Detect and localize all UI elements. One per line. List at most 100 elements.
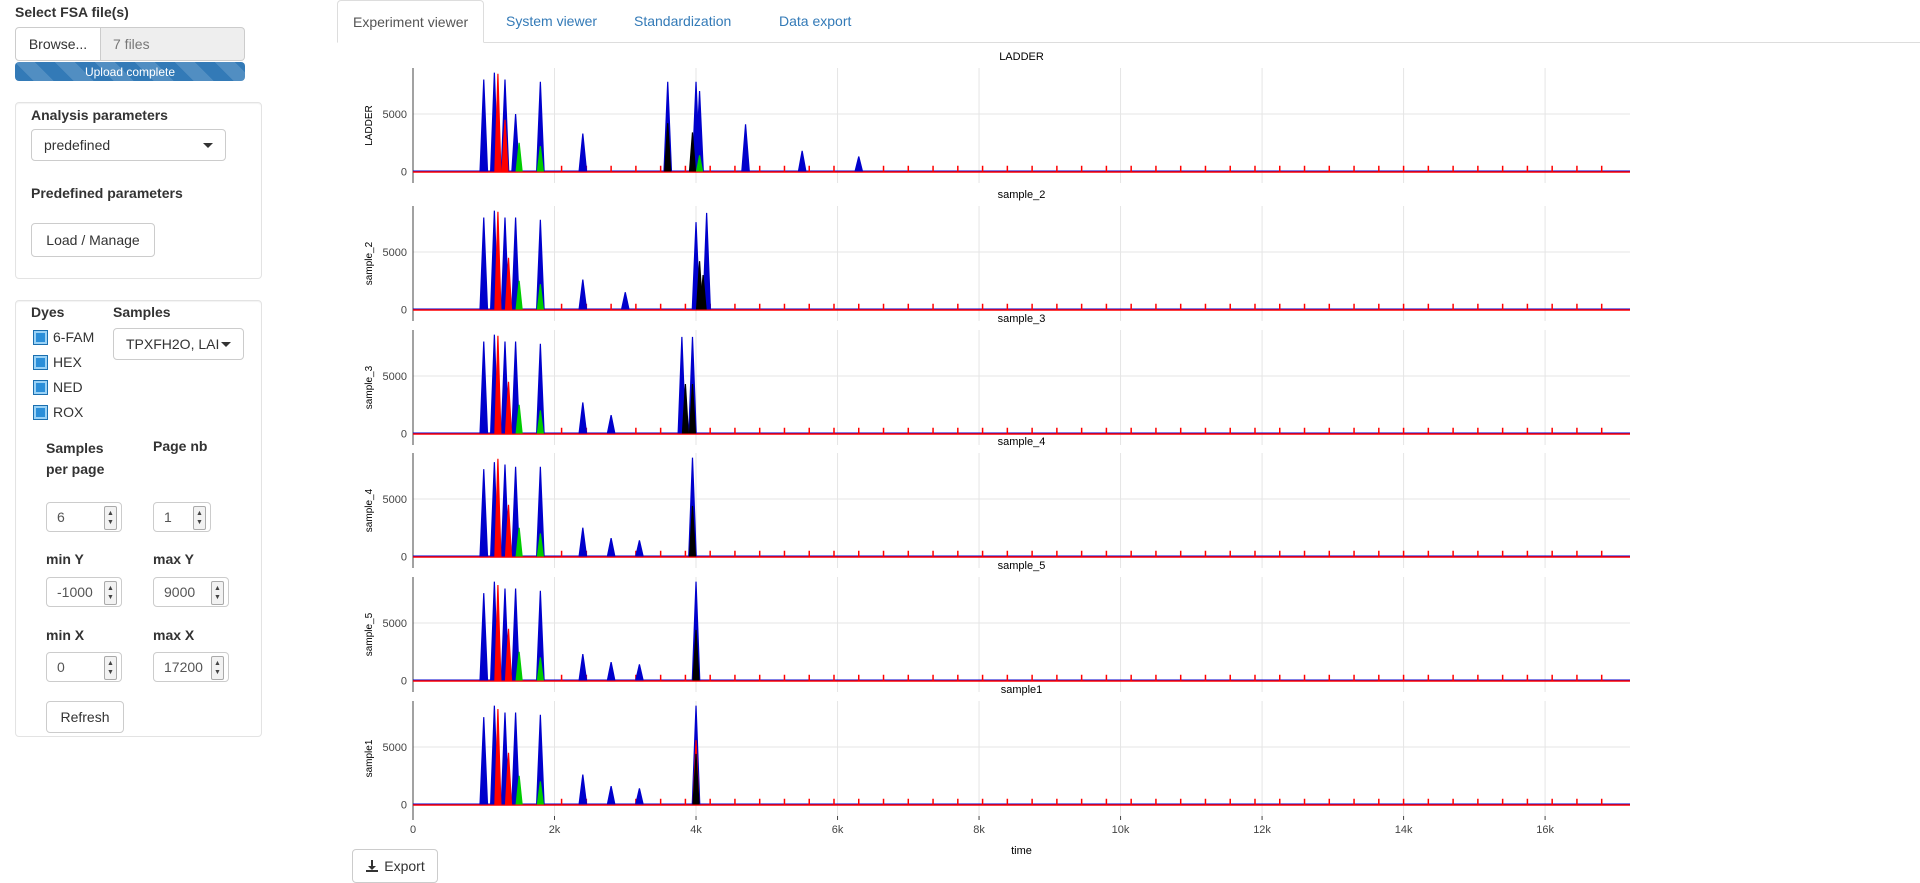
y-tick-label: 5000 (383, 247, 407, 259)
peak (692, 753, 700, 805)
dye-label: NED (53, 379, 83, 395)
peak (606, 537, 616, 557)
max-y-input[interactable]: 9000 ▲ ▼ (153, 577, 229, 607)
y-tick-label: 0 (401, 305, 407, 317)
tab-bar: Experiment viewer System viewer Standard… (337, 0, 1920, 43)
min-x-label: min X (46, 627, 85, 643)
peak (511, 588, 520, 681)
max-x-input[interactable]: 17200 ▲ ▼ (153, 652, 229, 682)
file-count-text: 7 files (101, 27, 245, 61)
x-tick-label: 16k (1536, 824, 1554, 836)
export-button[interactable]: Export (352, 849, 438, 883)
samples-per-page-input[interactable]: 6 ▲ ▼ (46, 502, 122, 532)
tab-experiment-viewer[interactable]: Experiment viewer (337, 0, 485, 43)
peak (494, 585, 502, 681)
peak (494, 458, 502, 557)
checkbox-icon (33, 354, 48, 370)
peak (479, 79, 489, 172)
dye-checkbox-hex[interactable]: HEX (33, 354, 82, 370)
panel-title: sample1 (1001, 684, 1043, 696)
spinner-icon[interactable]: ▲ ▼ (104, 581, 117, 605)
tab-data-export[interactable]: Data export (779, 13, 852, 29)
page-nb-input[interactable]: 1 ▲ ▼ (153, 502, 211, 532)
peak (695, 155, 704, 172)
peak (635, 540, 644, 557)
samples-select[interactable]: TPXFH2O, LAI (113, 328, 244, 360)
x-tick-label: 8k (973, 824, 985, 836)
spinner-icon[interactable]: ▲ ▼ (104, 506, 117, 530)
tab-system-viewer[interactable]: System viewer (506, 13, 598, 29)
peak (494, 211, 502, 310)
dye-checkbox-6fam[interactable]: 6-FAM (33, 329, 94, 345)
peak (479, 717, 489, 805)
panel-title: sample_2 (998, 189, 1046, 201)
x-tick-label: 4k (690, 824, 702, 836)
peak (695, 90, 704, 172)
x-tick-label: 14k (1395, 824, 1413, 836)
samples-per-page-label: Samples per page (46, 440, 105, 477)
min-y-label: min Y (46, 551, 84, 567)
peak (504, 504, 513, 557)
peak (702, 212, 711, 310)
peak (741, 124, 750, 172)
spinner-icon[interactable]: ▲ ▼ (211, 581, 224, 605)
peak (479, 217, 489, 310)
dye-checkbox-ned[interactable]: NED (33, 379, 83, 395)
peak (515, 775, 523, 805)
analysis-select-value: predefined (44, 137, 111, 153)
peak (688, 505, 697, 557)
peak (536, 714, 545, 805)
load-manage-button[interactable]: Load / Manage (31, 223, 155, 257)
file-input[interactable]: Browse... 7 files (15, 27, 245, 61)
peak (504, 628, 513, 681)
peak (515, 142, 523, 172)
dye-checkbox-rox[interactable]: ROX (33, 404, 83, 420)
dye-label: HEX (53, 354, 82, 370)
peak (504, 752, 513, 805)
peak (494, 335, 502, 434)
peak (536, 146, 544, 172)
spinner-icon[interactable]: ▲ ▼ (193, 506, 206, 530)
min-y-value: -1000 (57, 584, 93, 600)
download-icon (366, 860, 379, 872)
peak (681, 384, 690, 434)
y-tick-label: 5000 (383, 742, 407, 754)
peak (688, 384, 697, 434)
page-nb-value: 1 (164, 509, 172, 525)
tab-standardization[interactable]: Standardization (634, 13, 732, 29)
y-axis-label: sample_2 (364, 241, 375, 285)
peak (515, 404, 523, 434)
peak (635, 788, 644, 805)
x-tick-label: 0 (410, 824, 416, 836)
min-y-input[interactable]: -1000 ▲ ▼ (46, 577, 122, 607)
spinner-icon[interactable]: ▲ ▼ (104, 656, 117, 680)
checkbox-icon (33, 379, 48, 395)
peak (515, 651, 523, 681)
y-tick-label: 0 (401, 429, 407, 441)
min-x-input[interactable]: 0 ▲ ▼ (46, 652, 122, 682)
peak (536, 81, 545, 172)
samples-title: Samples (113, 304, 171, 320)
peak (854, 156, 864, 172)
y-tick-label: 5000 (383, 494, 407, 506)
y-tick-label: 5000 (383, 109, 407, 121)
max-x-label: max X (153, 627, 195, 643)
refresh-button[interactable]: Refresh (46, 701, 124, 733)
peak (501, 119, 509, 172)
peak (479, 469, 489, 557)
electropherogram-plot[interactable]: LADDER 0 5000 LADDER sample_2 0 5000 sample_2sa… (350, 42, 1650, 860)
analysis-params-select[interactable]: predefined (31, 129, 226, 161)
caret-down-icon (203, 142, 213, 148)
peak (479, 341, 489, 434)
checkbox-icon (33, 329, 48, 345)
peak (692, 629, 700, 681)
spinner-icon[interactable]: ▲ ▼ (211, 656, 224, 680)
peak (504, 257, 513, 310)
file-input-label: Select FSA file(s) (15, 4, 129, 20)
browse-button[interactable]: Browse... (15, 27, 101, 61)
predefined-title: Predefined parameters (31, 185, 183, 201)
peak (511, 217, 520, 310)
peak (664, 123, 672, 172)
peak (578, 774, 588, 805)
peak (635, 664, 644, 681)
